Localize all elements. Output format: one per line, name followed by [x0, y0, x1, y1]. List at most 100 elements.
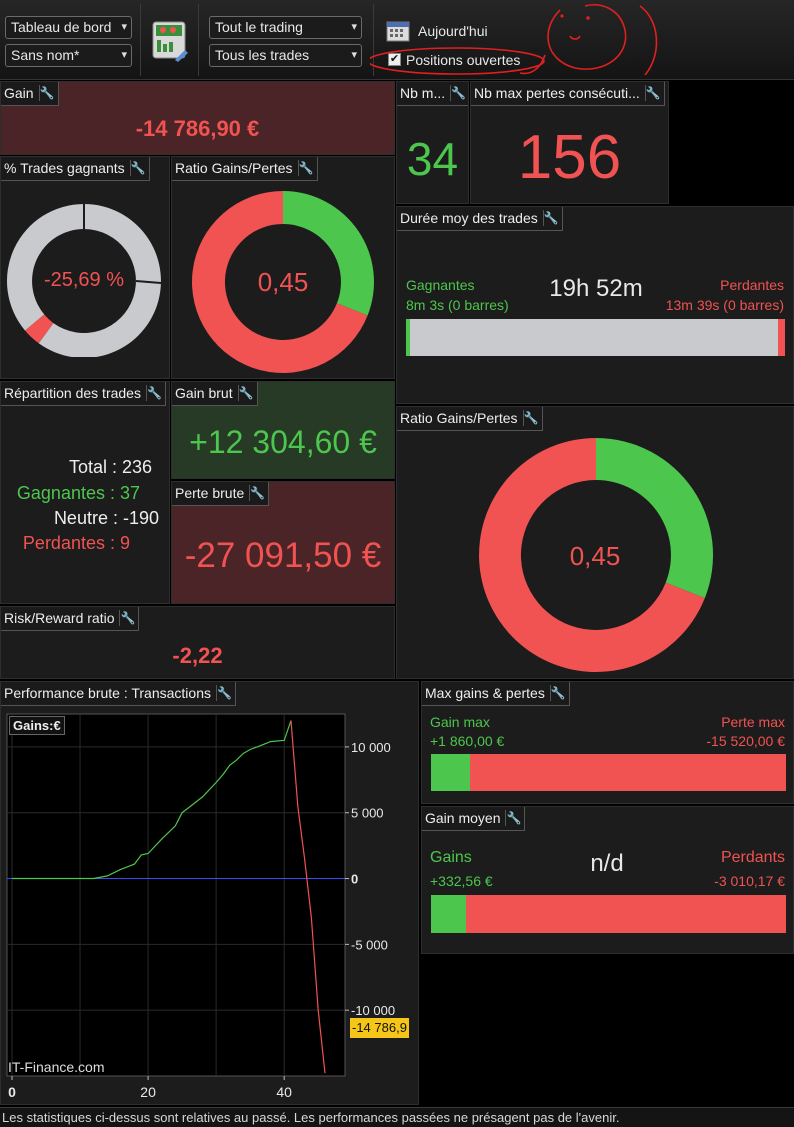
risk-reward-title: Risk/Reward ratio 🔧 [1, 607, 140, 631]
risk-reward-value: -2,22 [172, 643, 223, 668]
wrench-icon[interactable]: 🔧 [450, 85, 467, 101]
disclaimer-footer: Les statistiques ci-dessus sont relative… [0, 1107, 794, 1127]
chevron-down-icon: ▾ [121, 21, 127, 33]
x-tick-label: 0 [8, 1084, 16, 1100]
chart-watermark: IT-Finance.com [8, 1059, 105, 1075]
duree-gagnantes-value: 8m 3s (0 barres) [406, 297, 509, 313]
ratio-small-panel: Ratio Gains/Pertes 🔧 0,45 [171, 156, 395, 379]
gain-moyen-gains-value: +332,56 € [430, 873, 493, 889]
name-select-value: Sans nom* [11, 47, 80, 63]
pct-gagnants-value: -25,69 % [43, 269, 125, 291]
toolbar-divider [140, 4, 141, 76]
ratio-small-donut [191, 191, 374, 373]
hand-drawn-annotation [370, 4, 658, 76]
risk-reward-panel: Risk/Reward ratio 🔧 -2,22 [0, 606, 395, 679]
series-line-gains [12, 720, 292, 880]
x-tick-label: 40 [276, 1084, 292, 1100]
y-tick-label: -10 000 [351, 1003, 395, 1018]
repartition-total: Total : 236 [68, 457, 152, 477]
dashboard-select[interactable]: Tableau de bord ▾ [5, 16, 132, 39]
wrench-icon[interactable]: 🔧 [237, 385, 254, 401]
gain-max-label: Gain max [430, 714, 490, 730]
chart-last-value-badge: -14 786,9 [350, 1018, 409, 1038]
perte-brute-panel: Perte brute 🔧 -27 091,50 € [171, 481, 395, 604]
toolbar-divider [198, 4, 199, 76]
y-tick-label: 5 000 [351, 806, 384, 821]
gain-panel: Gain 🔧 -14 786,90 € [0, 81, 395, 155]
duree-perdantes-label: Perdantes [720, 277, 784, 293]
nb-m-title: Nb m... 🔧 [397, 82, 468, 106]
toolbar: Tableau de bord ▾ Sans nom* ▾ Tout le tr… [0, 0, 794, 80]
gain-max-bar [431, 754, 470, 791]
wrench-icon[interactable]: 🔧 [249, 485, 266, 501]
ratio-big-donut [479, 438, 714, 672]
gain-brut-title: Gain brut 🔧 [172, 382, 258, 406]
repartition-gagnantes: Gagnantes : 37 [16, 483, 140, 503]
ratio-small-value: 0,45 [257, 267, 309, 297]
performance-chart: 10 000 5 000 0 -5 000 -10 000 0 20 40 [6, 713, 395, 1100]
chart-ticks: 10 000 5 000 0 -5 000 -10 000 0 20 40 [8, 740, 395, 1100]
plot-area [6, 713, 346, 1077]
perte-max-value: -15 520,00 € [706, 733, 785, 749]
max-gains-panel: Max gains & pertes 🔧 Gain max +1 860,00 €… [421, 681, 794, 804]
y-tick-label: -5 000 [351, 937, 388, 952]
gain-moyen-perdants-label: Perdants [720, 849, 785, 866]
gain-moyen-panel: Gain moyen 🔧 Gains +332,56 € n/d Perdants… [421, 806, 794, 954]
trades-select[interactable]: Tous les trades ▾ [209, 44, 362, 67]
chevron-down-icon: ▾ [351, 21, 357, 33]
wrench-icon[interactable]: 🔧 [644, 85, 661, 101]
wrench-icon[interactable]: 🔧 [542, 210, 559, 226]
nb-m-panel: Nb m... 🔧 34 [396, 81, 469, 204]
duree-perdantes-bar [778, 319, 785, 356]
repartition-title: Répartition des trades 🔧 [1, 382, 166, 406]
chart-legend: Gains:€ [9, 716, 65, 735]
ratio-big-value: 0,45 [569, 541, 621, 571]
x-tick-label: 20 [140, 1084, 156, 1100]
gain-value: -14 786,90 € [135, 116, 260, 141]
nb-max-pertes-panel: Nb max pertes consécuti... 🔧 156 [470, 81, 669, 204]
wrench-icon[interactable]: 🔧 [297, 160, 314, 176]
wrench-icon[interactable]: 🔧 [216, 685, 232, 701]
repartition-perdantes: Perdantes : 9 [22, 533, 130, 553]
ratio-small-title: Ratio Gains/Pertes 🔧 [172, 157, 318, 181]
duree-panel: Durée moy des trades 🔧 Gagnantes 8m 3s (0… [396, 206, 794, 404]
wrench-icon[interactable]: 🔧 [522, 410, 539, 426]
open-positions-label[interactable]: Positions ouvertes [406, 52, 521, 68]
pct-gagnants-title: % Trades gagnants 🔧 [1, 157, 150, 181]
open-positions-checkbox[interactable]: ✔ [388, 53, 401, 66]
duree-gagnantes-label: Gagnantes [406, 277, 475, 293]
gain-brut-value: +12 304,60 € [189, 424, 377, 460]
wrench-icon[interactable]: 🔧 [119, 610, 136, 626]
pct-gagnants-panel: % Trades gagnants 🔧 -25,69 % [0, 156, 170, 379]
wrench-icon[interactable]: 🔧 [129, 160, 146, 176]
gain-moyen-title: Gain moyen 🔧 [422, 807, 526, 831]
dashboard-settings-icon[interactable] [151, 20, 189, 62]
chart-grid [7, 714, 345, 1076]
gain-moyen-center: n/d [590, 850, 624, 877]
name-select[interactable]: Sans nom* ▾ [5, 44, 132, 67]
wrench-icon[interactable]: 🔧 [38, 85, 55, 101]
gain-moyen-gains-label: Gains [430, 849, 472, 866]
series-line-losses [290, 720, 326, 1074]
wrench-icon[interactable]: 🔧 [549, 685, 566, 701]
wrench-icon[interactable]: 🔧 [145, 385, 162, 401]
calendar-icon[interactable] [386, 19, 412, 43]
duree-gagnantes-bar [406, 319, 410, 356]
y-tick-label: 10 000 [351, 740, 391, 755]
gain-brut-panel: Gain brut 🔧 +12 304,60 € [171, 381, 395, 479]
scope-select[interactable]: Tout le trading ▾ [209, 16, 362, 39]
duree-title: Durée moy des trades 🔧 [397, 207, 563, 231]
dashboard-select-value: Tableau de bord [11, 19, 112, 35]
nb-m-value: 34 [406, 133, 459, 185]
performance-title: Performance brute : Transactions 🔧 [1, 682, 236, 706]
repartition-neutre: Neutre : -190 [53, 508, 159, 528]
wrench-icon[interactable]: 🔧 [505, 810, 522, 826]
chevron-down-icon: ▾ [121, 49, 127, 61]
max-gains-title: Max gains & pertes 🔧 [422, 682, 570, 706]
ratio-big-panel: Ratio Gains/Pertes 🔧 0,45 [396, 406, 794, 679]
duree-neutre-bar [410, 319, 778, 356]
perte-max-bar [470, 754, 786, 791]
duree-center-value: 19h 52m [549, 275, 643, 302]
trades-select-value: Tous les trades [215, 47, 310, 63]
today-label[interactable]: Aujourd'hui [418, 23, 488, 39]
